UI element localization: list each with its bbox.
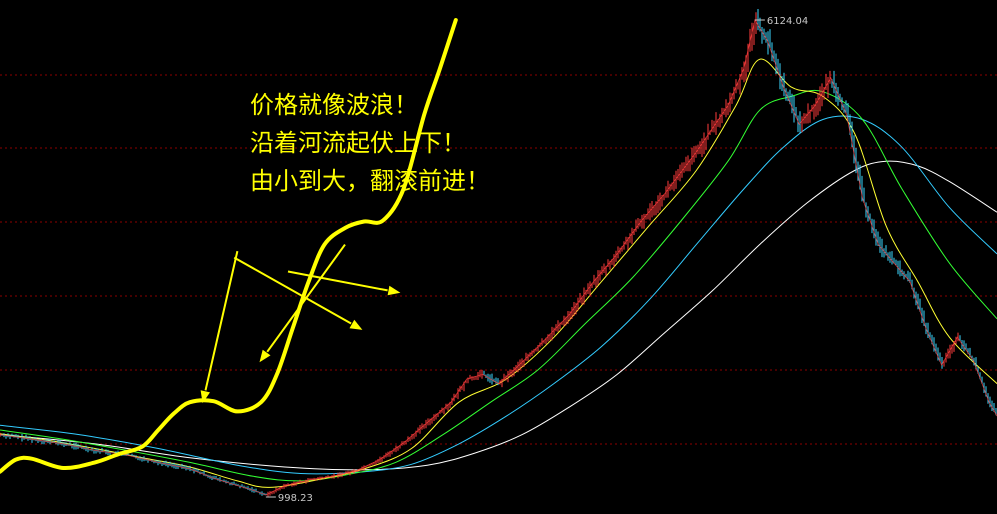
ma-longest-line [0,160,997,471]
wave-curve [0,18,458,474]
peak-price-label: 6124.04 [767,16,808,27]
wave-annotation [0,18,458,474]
ma-medium-line [0,89,997,482]
annotation-line-3: 由小到大，翻滚前进！ [250,167,490,195]
annotation-arrow-head [259,349,271,363]
annotation-line-2: 沿着河流起伏上下！ [250,129,466,157]
annotation-arrow-shaft [204,250,239,391]
trough-price-label: 998.23 [278,493,313,504]
annotation-line-1: 价格就像波浪！ [250,91,418,119]
annotation-arrow-shaft [233,256,352,325]
trough-marker: 998.23 [265,493,313,504]
annotation-arrow-head [349,319,363,330]
peak-marker: 6124.04 [754,16,808,27]
annotation-arrow-head [200,390,210,404]
price-candles [0,9,997,497]
annotation-arrows [200,244,401,404]
grid-lines [0,74,997,445]
price-line [0,18,997,496]
annotation-arrow-shaft [287,270,388,292]
moving-average-lines [0,58,997,488]
annotation-arrow-head [387,285,401,296]
annotation-text: 价格就像波浪！ 沿着河流起伏上下！ 由小到大，翻滚前进！ [250,91,490,195]
